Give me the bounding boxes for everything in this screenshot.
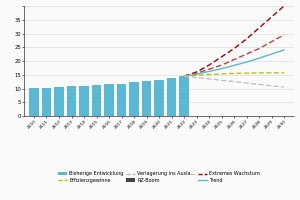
Bar: [92, 85, 101, 116]
Bar: [117, 84, 126, 116]
Bar: [79, 86, 89, 116]
Bar: [167, 78, 176, 116]
Bar: [142, 81, 151, 116]
Bar: [179, 76, 189, 116]
Bar: [29, 88, 39, 116]
Bar: [42, 88, 51, 116]
Bar: [154, 80, 164, 116]
Bar: [54, 87, 64, 116]
Bar: [104, 84, 114, 116]
Bar: [129, 82, 139, 116]
Legend: Bisherige Entwicklung, Effizienzgewinne, Verlagerung ins Ausla..., RZ-Boom, Extr: Bisherige Entwicklung, Effizienzgewinne,…: [58, 171, 260, 183]
Bar: [67, 86, 76, 116]
